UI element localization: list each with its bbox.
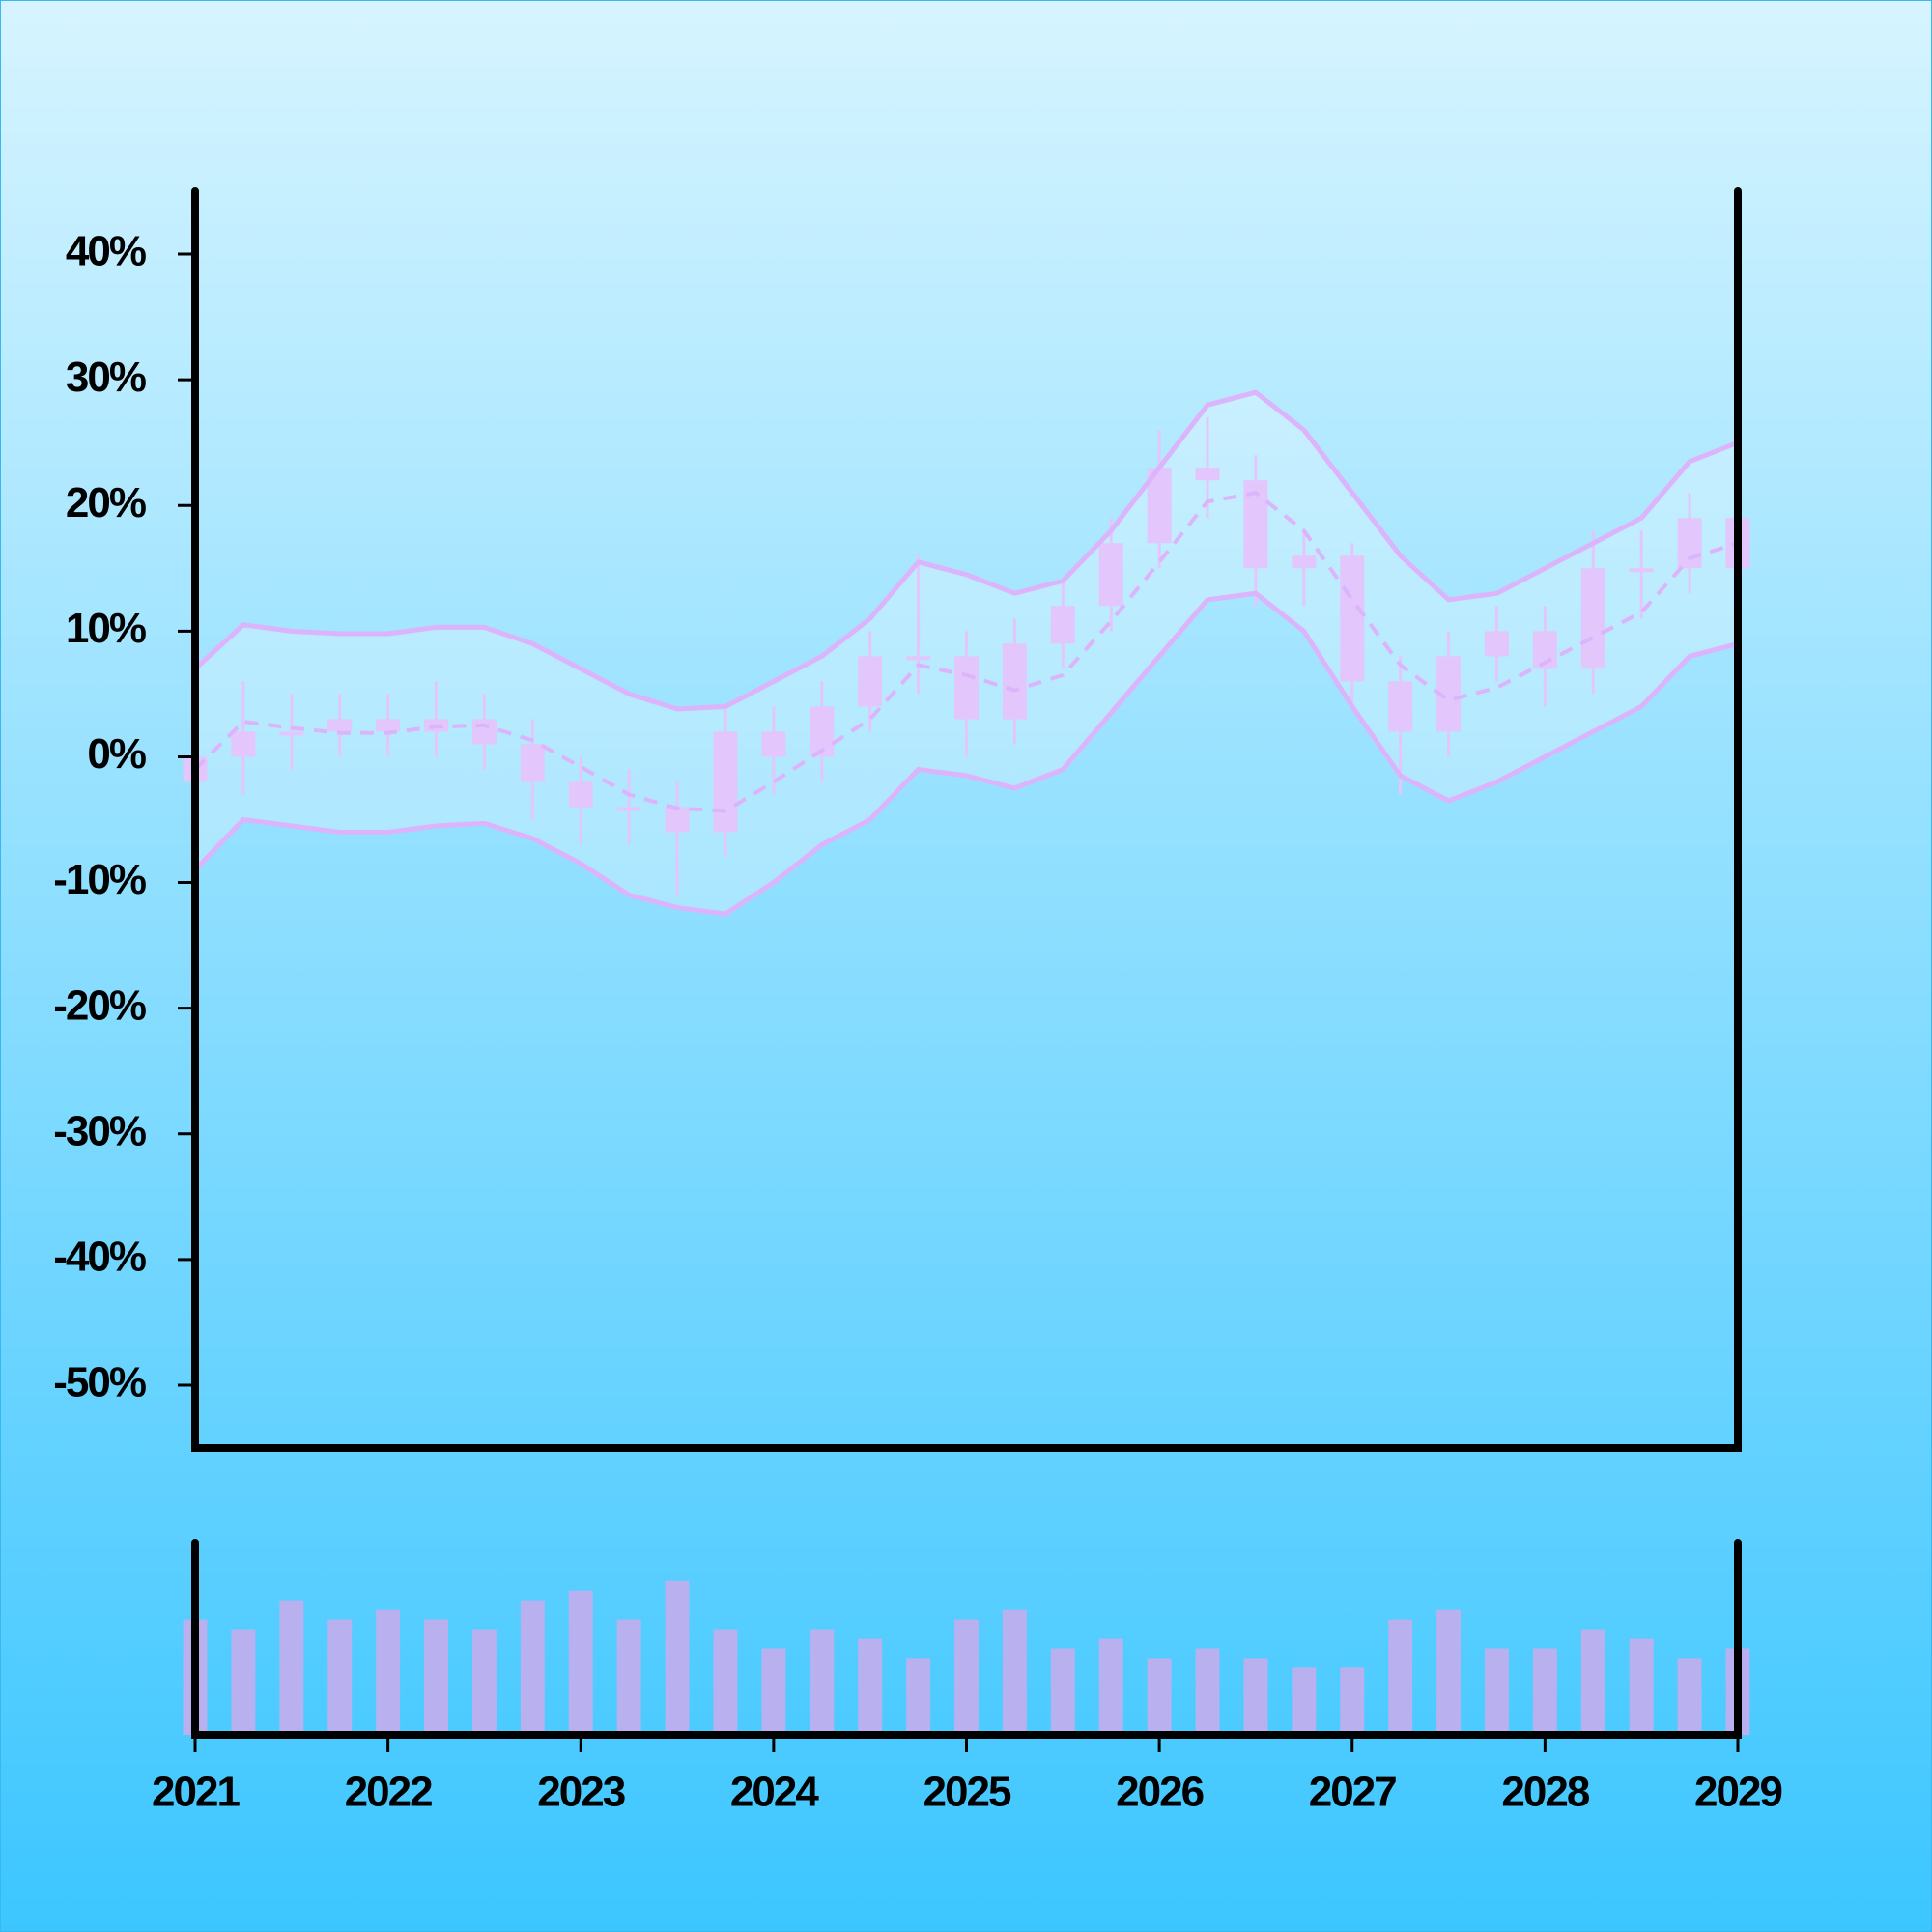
x-tick-label: 2028 [1501,1769,1589,1816]
y-tick-label: 40% [66,228,146,275]
x-tick-label: 2027 [1309,1769,1396,1816]
y-tick-label: -40% [53,1233,146,1280]
volume-bar [1629,1638,1654,1735]
candle-body [1195,468,1220,481]
candle-body [471,719,497,745]
candle-body [1002,643,1027,720]
volume-bar [954,1619,979,1735]
volume-bar [568,1590,593,1735]
upper-band [193,389,1739,712]
volume-bar [1050,1648,1075,1735]
y-tick-label: 30% [66,354,146,401]
candle-body [1050,606,1075,644]
candle-body [1484,631,1509,657]
main-axes [191,187,1742,1452]
volume-bar [1195,1648,1220,1735]
candle-body [1388,681,1413,732]
middle-band [193,491,1739,813]
volume-bar [713,1629,738,1735]
volume-bar [1147,1658,1172,1735]
candle-body [1340,555,1365,682]
candle-body [858,656,883,707]
candle-body [713,731,738,833]
volume-bar [1580,1629,1605,1735]
candle-body [1629,568,1654,573]
volume-bar [1292,1667,1317,1735]
y-tick-label: -50% [53,1359,146,1406]
volume-bar [616,1619,641,1735]
y-tick-label: 20% [66,479,146,526]
candle-body [761,731,786,757]
volume-bar [231,1629,256,1735]
plot-area: -50% -40% -30% -20% -10% 0% 10% 20% 30% 40% 2021 20… [53,187,1783,1816]
candle-body [279,731,304,736]
candle-body [327,719,353,732]
volume-bar [1436,1609,1462,1735]
candle-body [1580,568,1605,669]
x-tick-label: 2024 [730,1769,819,1816]
volume-bar [1243,1658,1268,1735]
volume-bar [1098,1638,1123,1735]
candle-body [1677,518,1702,569]
volume-bar [858,1638,883,1735]
x-tick-label: 2023 [537,1769,624,1816]
x-tick-label: 2029 [1694,1769,1781,1816]
y-tick-label: 10% [66,605,146,652]
candle-body [376,719,401,732]
volume-bar [471,1629,497,1735]
y-tick-label: -10% [53,856,146,903]
candle-body [231,731,256,757]
volume-bar [1340,1667,1365,1735]
volume-bar [279,1600,304,1735]
candle-body [954,656,979,720]
lower-band [193,590,1739,917]
x-tick-label: 2026 [1116,1769,1203,1816]
candle-body [1098,543,1123,607]
y-tick-label: -30% [53,1107,146,1154]
volume-bar [520,1600,545,1735]
candle-body [616,807,641,811]
x-tick-label: 2021 [152,1769,240,1816]
candle-body [1292,555,1317,569]
candle-body [568,781,593,808]
volume-bar [1532,1648,1557,1735]
volume-bar [327,1619,353,1735]
volume-bar [1484,1648,1509,1735]
volume-bar [376,1609,401,1735]
volume-bar [1677,1658,1702,1735]
volume-bar [1388,1619,1413,1735]
volume-bar [761,1648,786,1735]
candle-body [906,656,931,661]
volume-bar [424,1619,449,1735]
volume-bar [665,1580,690,1735]
volume-bar [906,1658,931,1735]
volume-bar [1002,1609,1027,1735]
candle-body [665,807,690,833]
x-tick-label: 2025 [923,1769,1011,1816]
x-tick-label: 2022 [345,1769,432,1816]
y-tick-label: 0% [87,730,145,778]
y-tick-label: -20% [53,981,146,1029]
candle-body [520,744,545,782]
volume-bar [810,1629,835,1735]
